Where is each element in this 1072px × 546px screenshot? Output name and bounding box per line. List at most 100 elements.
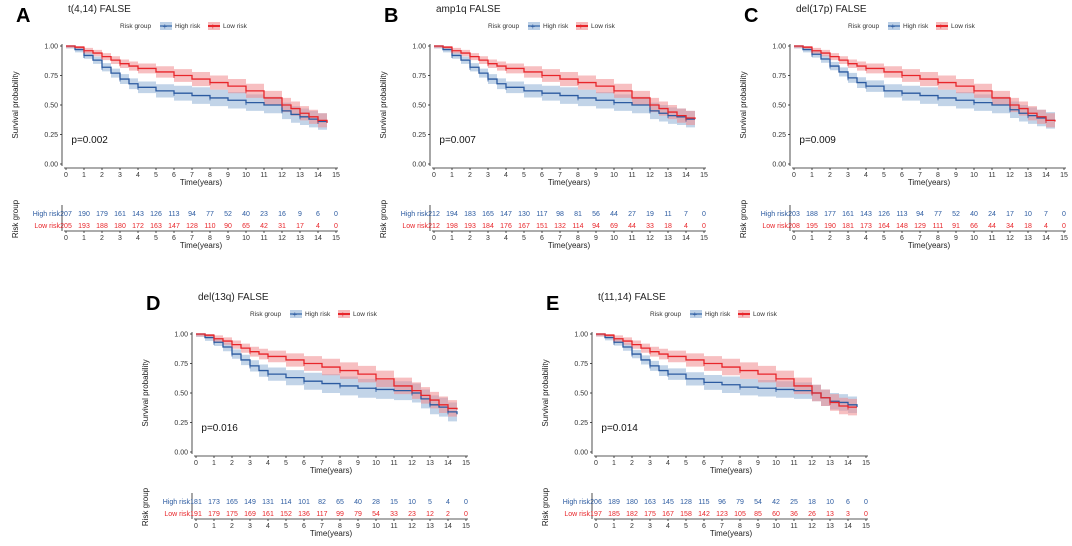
risk-table-cell-high: 114: [280, 499, 291, 506]
risk-table-y-label: Risk group: [541, 487, 550, 526]
risk-table-x-axis-label: Time(years): [310, 529, 353, 538]
risk-table-cell-low: 198: [446, 223, 458, 230]
x-tick-label: 2: [100, 172, 104, 179]
risk-table-x-tick-label: 8: [338, 523, 342, 530]
x-tick-label: 1: [810, 172, 814, 179]
legend-high-label: High risk: [705, 311, 731, 318]
high-risk-ci-band: [196, 334, 457, 424]
y-tick-label: 0.25: [772, 132, 786, 139]
x-tick-label: 0: [64, 172, 68, 179]
risk-table-x-tick-label: 5: [522, 235, 526, 242]
risk-table-row-label-low: Low risk: [402, 223, 428, 230]
p-value: p=0.009: [799, 135, 836, 146]
risk-table-x-tick-label: 3: [486, 235, 490, 242]
risk-table-cell-high: 19: [646, 211, 654, 218]
risk-table-x-tick-label: 6: [172, 235, 176, 242]
x-tick-label: 1: [212, 460, 216, 467]
x-tick-label: 0: [194, 460, 198, 467]
risk-table-cell-low: 167: [662, 511, 674, 518]
risk-table-x-tick-label: 3: [846, 235, 850, 242]
risk-table-cell-high: 9: [298, 211, 302, 218]
x-tick-label: 7: [558, 172, 562, 179]
y-tick-label: 1.00: [574, 332, 588, 339]
panel-label: D: [146, 293, 160, 315]
risk-table-y-label: Risk group: [739, 199, 748, 238]
x-axis-label: Time(years): [908, 178, 951, 187]
x-tick-label: 0: [594, 460, 598, 467]
risk-table-cell-high: 11: [664, 211, 671, 218]
risk-table-cell-low: 44: [628, 223, 636, 230]
high-risk-ci-band: [66, 46, 327, 131]
risk-table-cell-high: 126: [878, 211, 890, 218]
risk-table-x-tick-label: 2: [230, 523, 234, 530]
risk-table-cell-high: 25: [790, 499, 798, 506]
y-tick-label: 1.00: [44, 44, 58, 51]
y-tick-label: 1.00: [412, 44, 426, 51]
x-tick-label: 11: [390, 460, 397, 467]
risk-table-x-tick-label: 7: [918, 235, 922, 242]
risk-table-cell-low: 99: [336, 511, 344, 518]
x-tick-label: 12: [408, 460, 416, 467]
risk-table-cell-high: 206: [590, 499, 602, 506]
x-tick-label: 13: [1024, 172, 1032, 179]
x-tick-label: 4: [136, 172, 140, 179]
risk-table-cell-low: 17: [296, 223, 304, 230]
risk-table-cell-high: 101: [298, 499, 310, 506]
risk-table-cell-low: 208: [788, 223, 800, 230]
risk-table-cell-high: 207: [60, 211, 72, 218]
risk-table-cell-low: 54: [372, 511, 380, 518]
risk-table-cell-high: 16: [278, 211, 286, 218]
risk-table-x-tick-label: 9: [594, 235, 598, 242]
risk-table-cell-low: 179: [208, 511, 220, 518]
x-tick-label: 3: [846, 172, 850, 179]
risk-table-cell-high: 189: [608, 499, 620, 506]
risk-table-cell-high: 180: [626, 499, 638, 506]
risk-table-x-tick-label: 5: [684, 523, 688, 530]
risk-table-cell-high: 113: [896, 211, 907, 218]
panel-title: t(4,14) FALSE: [68, 4, 131, 15]
x-tick-label: 13: [826, 460, 834, 467]
risk-table-cell-high: 10: [1024, 211, 1032, 218]
risk-table-cell-high: 0: [1062, 211, 1066, 218]
x-tick-label: 5: [684, 460, 688, 467]
risk-table-cell-low: 147: [168, 223, 180, 230]
risk-table-cell-high: 117: [536, 211, 547, 218]
risk-table-cell-low: 191: [190, 511, 202, 518]
risk-table-x-tick-label: 13: [664, 235, 672, 242]
risk-table-cell-low: 132: [554, 223, 566, 230]
risk-table-cell-high: 81: [574, 211, 582, 218]
p-value: p=0.014: [601, 423, 638, 434]
risk-table-cell-low: 2: [446, 511, 450, 518]
y-tick-label: 0.25: [44, 132, 58, 139]
risk-table-cell-low: 212: [428, 223, 440, 230]
risk-table-cell-high: 10: [826, 499, 834, 506]
y-tick-label: 0.25: [412, 132, 426, 139]
risk-table-x-tick-label: 4: [864, 235, 868, 242]
risk-table-x-tick-label: 14: [314, 235, 322, 242]
risk-table-cell-low: 169: [244, 511, 256, 518]
legend-low-label: Low risk: [591, 23, 616, 30]
risk-table-x-tick-label: 14: [682, 235, 690, 242]
y-tick-label: 0.75: [44, 73, 58, 80]
low-risk-curve: [66, 45, 328, 123]
x-tick-label: 14: [444, 460, 452, 467]
x-tick-label: 10: [372, 460, 380, 467]
high-risk-curve: [434, 45, 695, 120]
risk-table-cell-high: 161: [114, 211, 126, 218]
x-tick-label: 7: [720, 460, 724, 467]
risk-table-cell-low: 66: [970, 223, 978, 230]
risk-table-cell-high: 40: [242, 211, 250, 218]
risk-table-cell-low: 18: [1024, 223, 1032, 230]
risk-table-y-label: Risk group: [379, 199, 388, 238]
risk-table-cell-low: 152: [280, 511, 292, 518]
x-tick-label: 9: [954, 172, 958, 179]
risk-table-x-tick-label: 9: [356, 523, 360, 530]
risk-table-cell-high: 54: [754, 499, 762, 506]
risk-table-cell-low: 4: [316, 223, 320, 230]
x-tick-label: 15: [862, 460, 870, 467]
risk-table-cell-low: 33: [646, 223, 654, 230]
y-tick-label: 0.00: [44, 162, 58, 169]
